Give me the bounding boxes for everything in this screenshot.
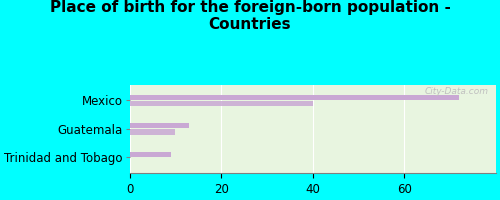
Bar xyxy=(130,101,312,106)
Bar xyxy=(130,95,459,100)
Text: Place of birth for the foreign-born population -
Countries: Place of birth for the foreign-born popu… xyxy=(50,0,450,32)
Text: City-Data.com: City-Data.com xyxy=(424,87,488,96)
Bar xyxy=(130,129,176,135)
Bar xyxy=(130,152,171,157)
Bar xyxy=(130,123,189,128)
